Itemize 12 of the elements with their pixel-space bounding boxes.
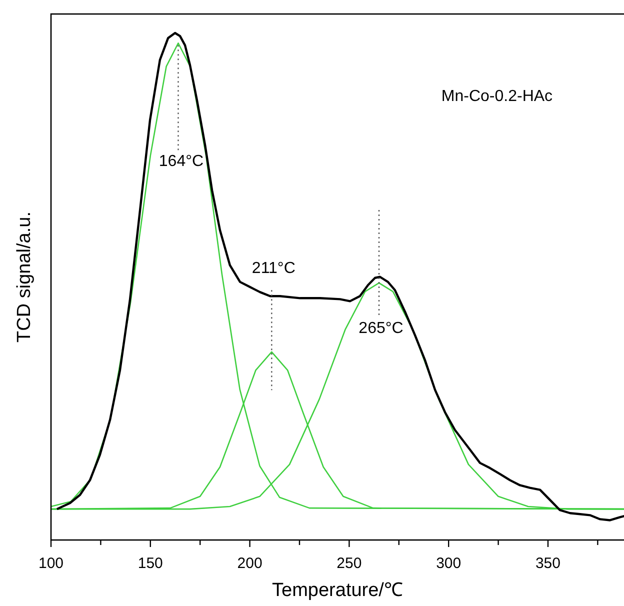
x-axis-title: Temperature/℃ <box>272 580 403 601</box>
annotation: 211°C <box>252 260 296 278</box>
x-tick-label: 150 <box>138 555 163 572</box>
annotation: 164°C <box>158 153 204 170</box>
x-tick-label: 350 <box>535 555 560 572</box>
x-tick-label: 300 <box>436 555 462 572</box>
annotation: 265°C <box>358 320 404 337</box>
x-tick-label: 250 <box>336 555 362 572</box>
x-tick-label: 200 <box>237 555 262 572</box>
y-axis-title: TCD signal/a.u. <box>14 212 35 342</box>
text: Mn-Co-0.2-HAc <box>441 88 553 105</box>
x-tick-label: 100 <box>38 555 64 572</box>
